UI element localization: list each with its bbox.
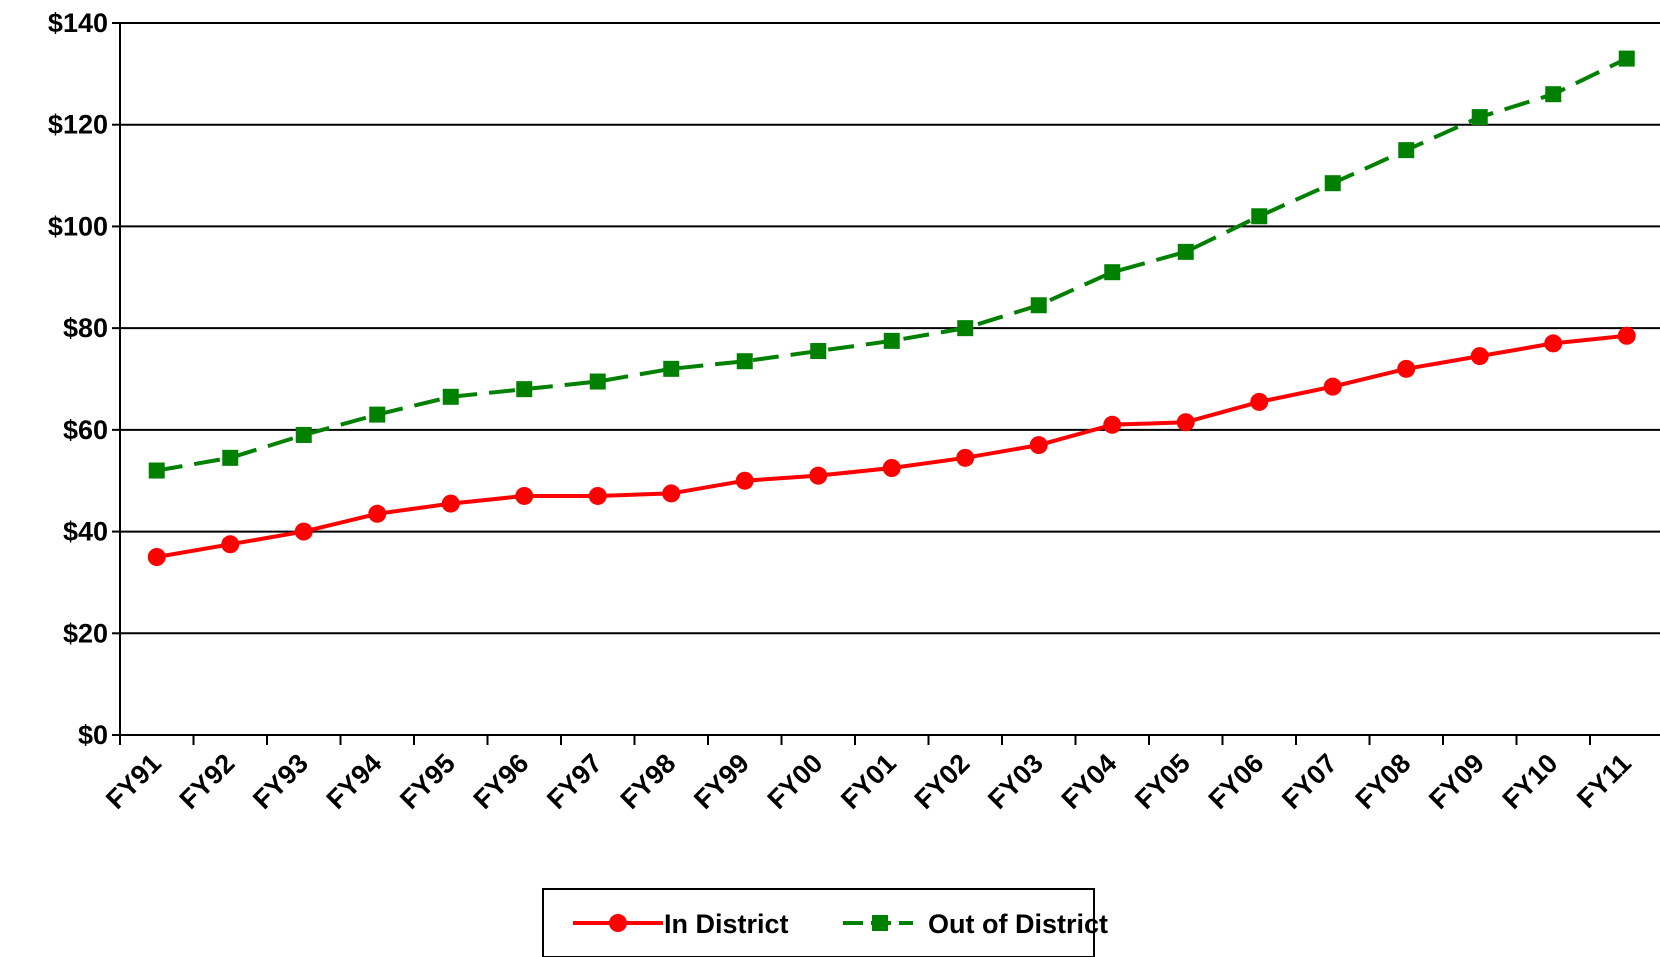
- data-point-in-district: [368, 504, 387, 523]
- y-tick-label: $0: [78, 720, 108, 750]
- data-point-in-district: [1250, 392, 1269, 411]
- x-tick-label: FY03: [982, 748, 1049, 815]
- legend-label-in-district: In District: [664, 909, 789, 939]
- data-point-out-of-district: [369, 406, 386, 423]
- y-tick-label: $140: [48, 8, 108, 38]
- data-point-out-of-district: [810, 343, 827, 360]
- legend: In District Out of District: [542, 888, 1108, 957]
- x-tick-label: FY06: [1203, 748, 1270, 815]
- y-tick-labels: $0 $20 $40 $60 $80 $100 $120 $140: [48, 8, 108, 750]
- x-tick-label: FY04: [1056, 748, 1123, 815]
- x-tick-label: FY08: [1350, 748, 1417, 815]
- x-tick-label: FY93: [247, 748, 314, 815]
- data-point-out-of-district: [148, 462, 165, 479]
- legend-label-out-of-district: Out of District: [928, 909, 1108, 939]
- data-point-in-district: [1470, 347, 1489, 366]
- data-point-in-district: [1397, 359, 1416, 378]
- x-tick-label: FY99: [688, 748, 755, 815]
- y-tick-label: $20: [63, 618, 108, 648]
- data-point-in-district: [1617, 326, 1636, 345]
- data-point-out-of-district: [1104, 264, 1121, 281]
- x-tick-label: FY95: [394, 748, 461, 815]
- x-tick-label: FY96: [468, 748, 535, 815]
- x-tick-label: FY09: [1423, 748, 1490, 815]
- y-tick-label: $40: [63, 517, 108, 547]
- data-point-out-of-district: [663, 360, 680, 377]
- gridlines: [120, 22, 1660, 635]
- data-point-in-district: [1176, 413, 1195, 432]
- x-tick-labels: FY91 FY92 FY93 FY94 FY95 FY96 FY97 FY98 FY99 FY00…: [100, 748, 1637, 815]
- data-point-in-district: [147, 548, 166, 566]
- data-point-in-district: [1323, 377, 1342, 396]
- x-tick-label: FY02: [909, 748, 976, 815]
- data-point-out-of-district: [442, 388, 459, 405]
- data-point-in-district: [221, 535, 240, 554]
- data-point-in-district: [809, 466, 828, 485]
- y-tick-label: $100: [48, 211, 108, 241]
- x-tick-label: FY92: [174, 748, 241, 815]
- x-tick-label: FY00: [762, 748, 829, 815]
- data-point-out-of-district: [1251, 208, 1268, 225]
- x-tick-label: FY05: [1129, 748, 1196, 815]
- data-point-out-of-district: [736, 353, 753, 370]
- x-tick-label: FY98: [615, 748, 682, 815]
- x-tick-label: FY11: [1571, 748, 1637, 814]
- data-point-out-of-district: [1177, 243, 1194, 260]
- data-point-in-district: [956, 448, 975, 467]
- x-tick-label: FY91: [100, 748, 167, 815]
- data-point-out-of-district: [589, 373, 606, 390]
- data-point-out-of-district: [516, 381, 533, 398]
- legend-marker-out-of-district: [872, 915, 888, 931]
- data-point-out-of-district: [1398, 142, 1415, 159]
- y-tick-label: $80: [63, 313, 108, 343]
- data-point-out-of-district: [1030, 297, 1047, 314]
- x-tick-label: FY97: [541, 748, 608, 815]
- data-point-out-of-district: [1471, 109, 1488, 126]
- legend-marker-in-district: [609, 914, 627, 932]
- x-tick-label: FY01: [835, 748, 902, 815]
- data-point-in-district: [294, 522, 313, 541]
- data-point-in-district: [882, 459, 901, 477]
- x-tick-label: FY07: [1276, 748, 1343, 815]
- y-tick-label: $120: [48, 110, 108, 140]
- data-point-in-district: [588, 486, 607, 505]
- data-point-in-district: [1103, 415, 1122, 434]
- data-point-in-district: [1544, 334, 1563, 353]
- data-point-out-of-district: [957, 320, 974, 337]
- series-line-out-of-district: [156, 56, 1628, 473]
- data-point-in-district: [662, 484, 681, 503]
- series-layer: [147, 50, 1636, 566]
- data-point-out-of-district: [1618, 50, 1635, 67]
- data-point-in-district: [735, 471, 754, 490]
- axes: [112, 22, 1660, 745]
- data-point-in-district: [515, 486, 534, 505]
- data-point-in-district: [1029, 436, 1048, 455]
- y-tick-label: $60: [63, 415, 108, 445]
- data-point-in-district: [441, 494, 460, 513]
- data-point-out-of-district: [883, 332, 900, 349]
- data-point-out-of-district: [222, 449, 239, 466]
- data-point-out-of-district: [1324, 175, 1341, 192]
- data-point-out-of-district: [295, 426, 312, 443]
- x-tick-label: FY10: [1497, 748, 1564, 815]
- x-tick-label: FY94: [321, 748, 388, 815]
- data-point-out-of-district: [1545, 86, 1562, 103]
